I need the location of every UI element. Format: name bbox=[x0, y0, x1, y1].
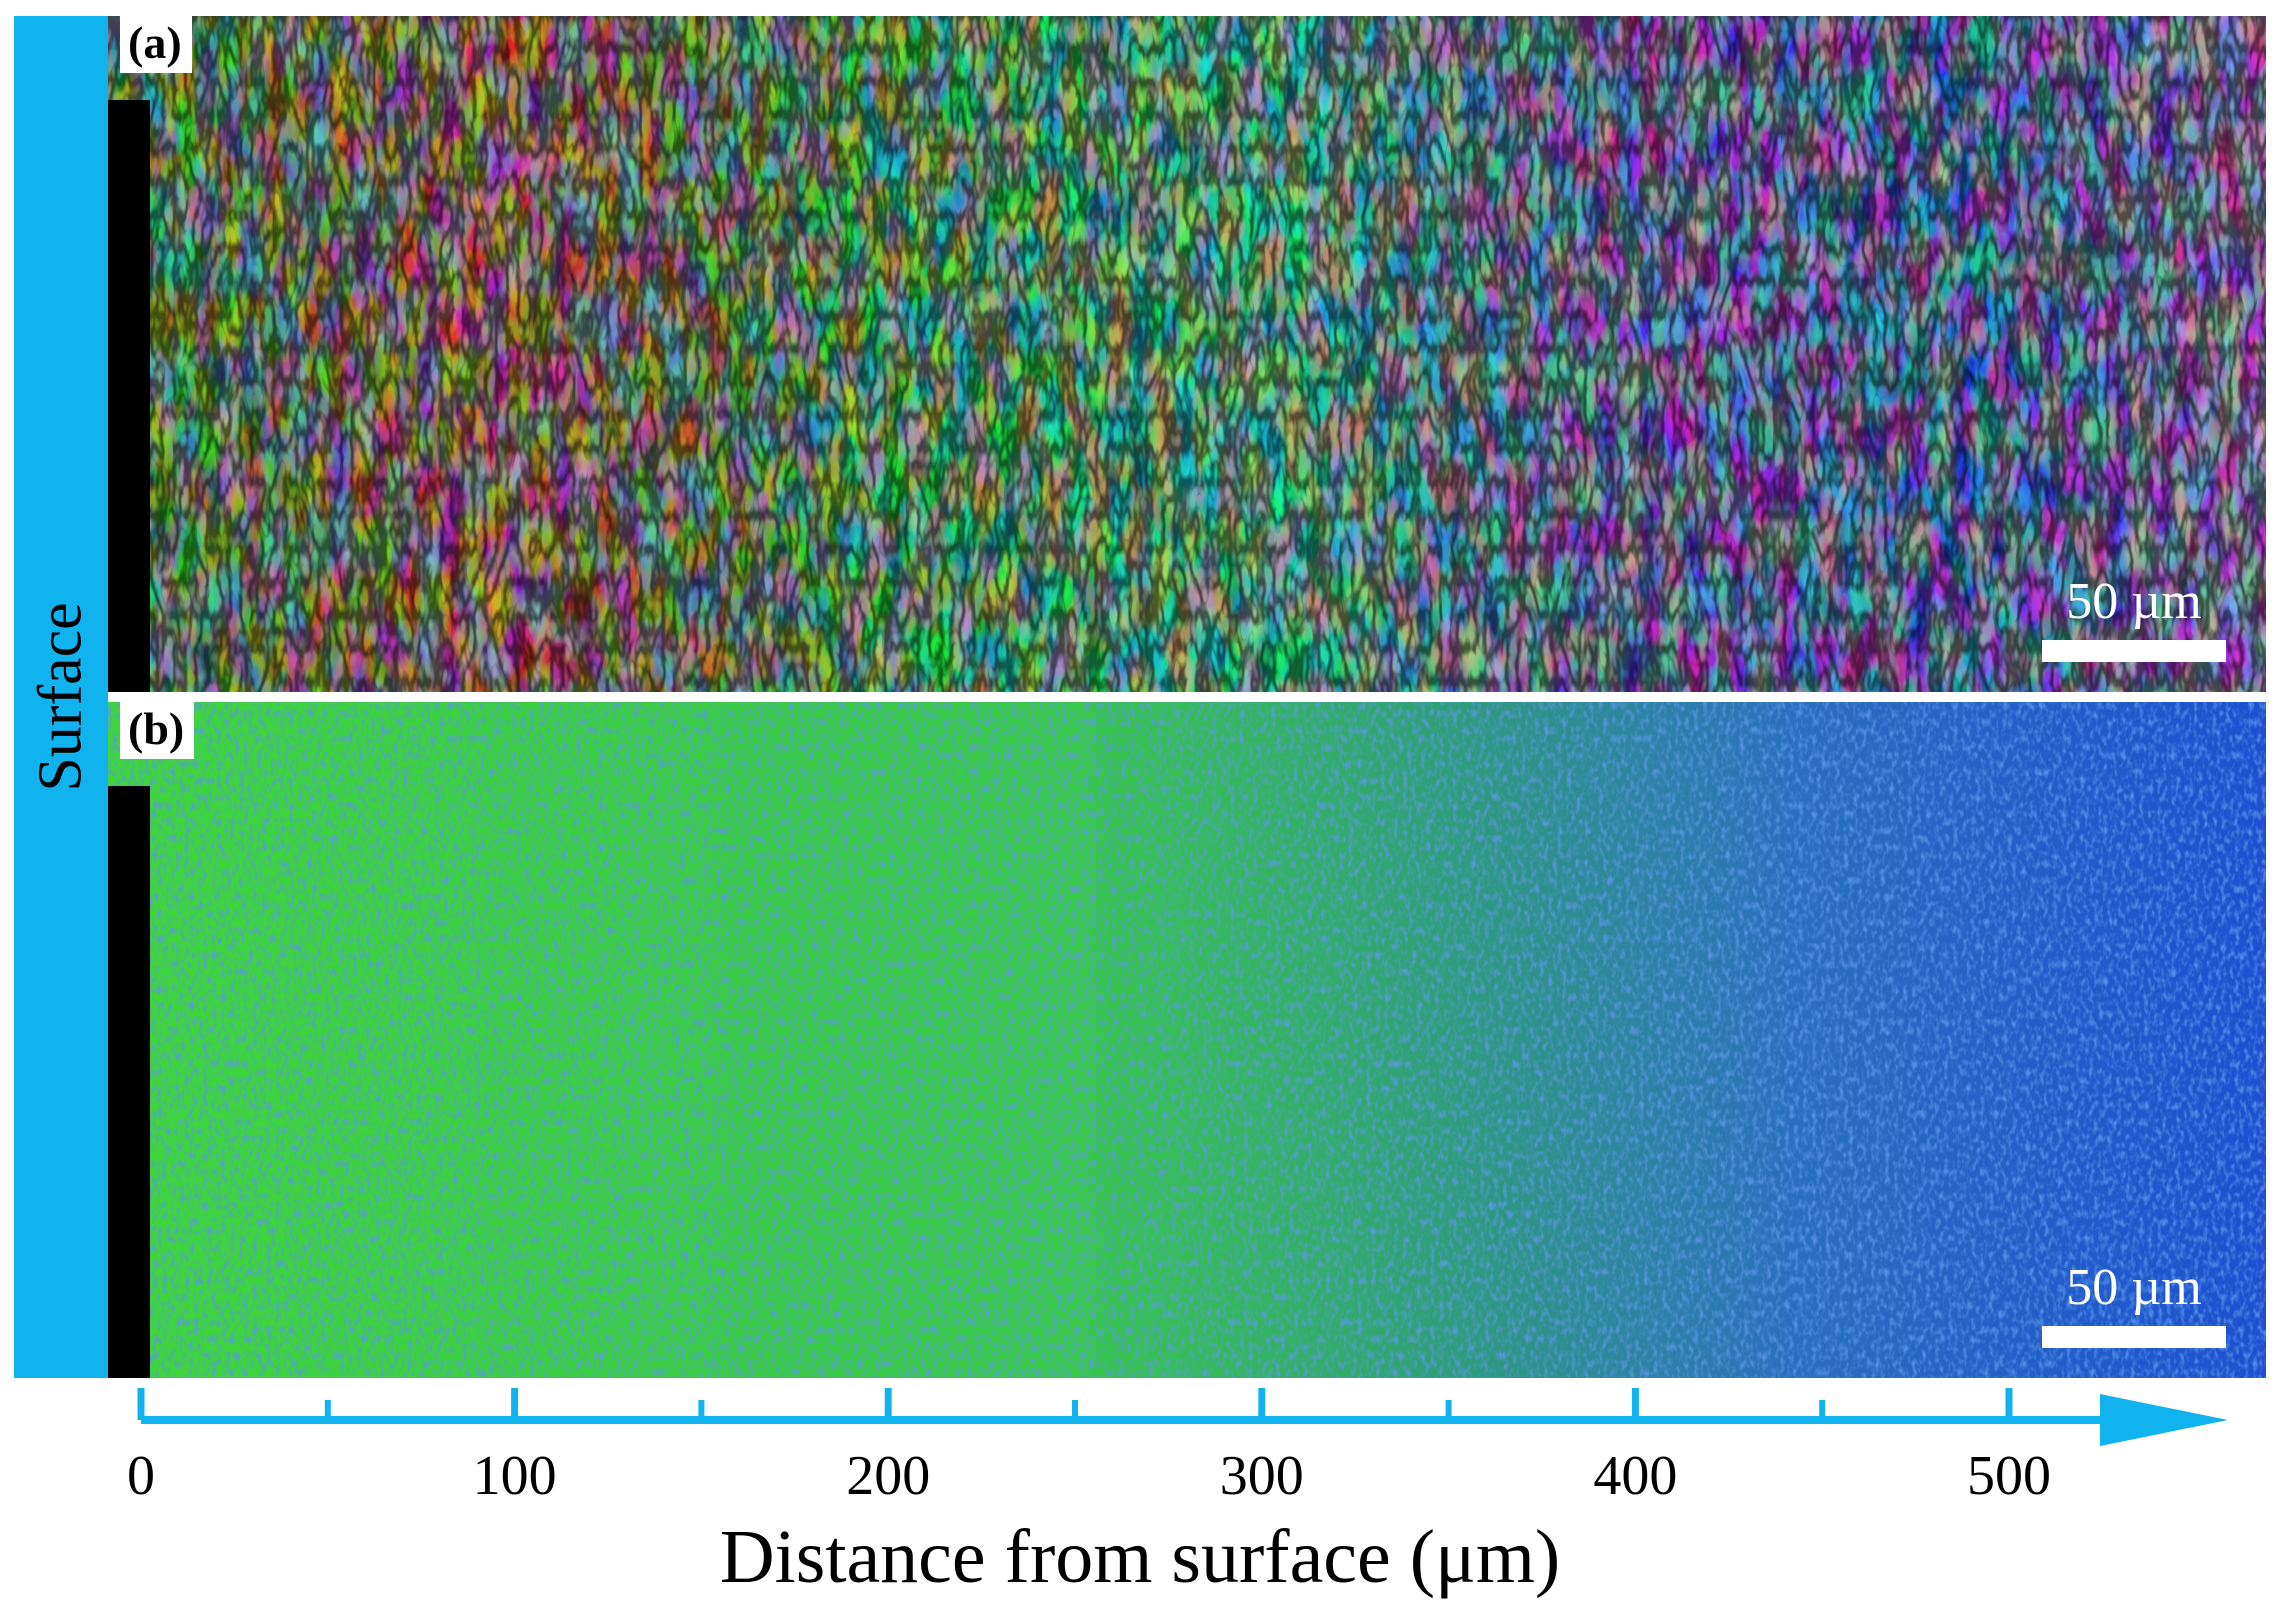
axis-arrowhead bbox=[2100, 1394, 2228, 1446]
scale-bar-b-label: 50 µm bbox=[2066, 1259, 2202, 1316]
panel-b-label: (b) bbox=[120, 702, 195, 759]
tick-label: 400 bbox=[1593, 1445, 1678, 1507]
scale-bar-b-line bbox=[2042, 1326, 2226, 1348]
axis-title: Distance from surface (μm) bbox=[719, 1515, 1561, 1599]
orientation-map-panel: (a) 50 µm bbox=[108, 16, 2266, 692]
tick-label: 200 bbox=[846, 1445, 931, 1507]
tick-label: 0 bbox=[127, 1445, 155, 1507]
surface-bar bbox=[14, 16, 108, 1378]
surface-label: Surface bbox=[26, 602, 95, 792]
surface-edge bbox=[108, 786, 150, 1378]
panel-a-label: (a) bbox=[120, 16, 192, 73]
kam-map-panel: (b) 50 µm bbox=[108, 702, 2266, 1378]
tick-label: 300 bbox=[1219, 1445, 1304, 1507]
distance-axis: 0 100 200 300 400 500 Distance from surface (… bbox=[0, 1380, 2278, 1624]
scale-bar-a-label: 50 µm bbox=[2066, 573, 2202, 630]
orientation-map-image bbox=[108, 16, 2266, 692]
surface-edge bbox=[108, 100, 150, 692]
scale-bar-b: 50 µm bbox=[2042, 1262, 2226, 1348]
tick-label: 500 bbox=[1967, 1445, 2051, 1507]
scale-bar-a-line bbox=[2042, 640, 2226, 662]
axis-arrow bbox=[137, 1388, 2228, 1446]
kam-map-image bbox=[108, 702, 2266, 1378]
scale-bar-a: 50 µm bbox=[2042, 576, 2226, 662]
tick-label: 100 bbox=[472, 1445, 557, 1507]
